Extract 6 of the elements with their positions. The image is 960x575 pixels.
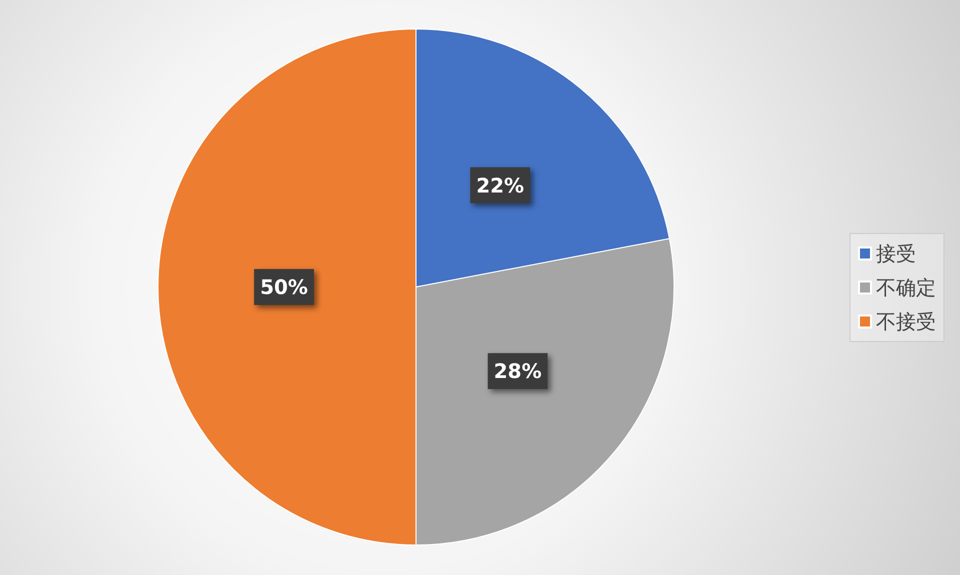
data-label: 28% bbox=[494, 359, 542, 384]
legend-label: 不确定 bbox=[876, 276, 936, 300]
data-label: 50% bbox=[260, 275, 308, 299]
legend-label: 接受 bbox=[876, 242, 916, 266]
data-label: 22% bbox=[476, 173, 524, 198]
legend-label: 不接受 bbox=[876, 310, 936, 334]
